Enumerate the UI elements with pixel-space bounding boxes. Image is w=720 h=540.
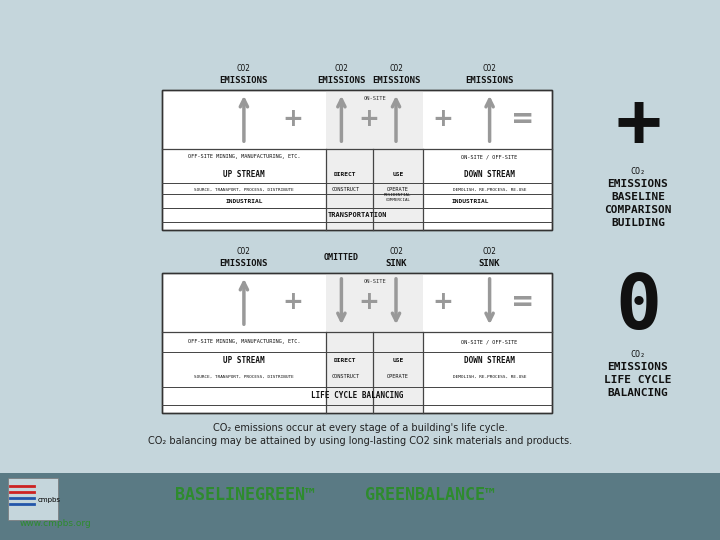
Text: CO₂: CO₂ [631, 167, 646, 176]
Text: OFF-SITE MINING, MANUFACTURING, ETC.: OFF-SITE MINING, MANUFACTURING, ETC. [188, 339, 300, 344]
Bar [162, 90, 552, 230]
Bar [325, 273, 423, 413]
Text: SINK: SINK [479, 259, 500, 268]
Text: DIRECT: DIRECT [334, 357, 356, 363]
Text: +: + [433, 291, 453, 314]
Text: CO2: CO2 [389, 64, 403, 73]
Text: CO2: CO2 [237, 247, 251, 256]
Text: +: + [282, 107, 303, 131]
Text: DEMOLISH, RE-PROCESS, RE-USE: DEMOLISH, RE-PROCESS, RE-USE [453, 187, 526, 191]
Text: BASELINE: BASELINE [611, 192, 665, 202]
Text: DOWN STREAM: DOWN STREAM [464, 356, 515, 364]
Text: GREENBALANCE™: GREENBALANCE™ [365, 486, 495, 504]
Text: EMISSIONS: EMISSIONS [608, 179, 668, 189]
Text: BALANCING: BALANCING [608, 388, 668, 398]
Text: BUILDING: BUILDING [611, 218, 665, 228]
Text: USE: USE [392, 357, 404, 363]
Text: DEMOLISH, RE-PROCESS, RE-USE: DEMOLISH, RE-PROCESS, RE-USE [453, 374, 526, 379]
Text: +: + [359, 291, 379, 314]
Text: CONSTRUCT: CONSTRUCT [331, 187, 359, 192]
Text: CO2: CO2 [389, 247, 403, 256]
Text: CO₂ balancing may be attained by using long-lasting CO2 sink materials and produ: CO₂ balancing may be attained by using l… [148, 436, 572, 446]
Text: USE: USE [392, 172, 404, 177]
Text: RESIDENTIAL
COMMERCIAL: RESIDENTIAL COMMERCIAL [384, 193, 412, 202]
Text: cmpbs: cmpbs [38, 497, 61, 503]
Text: 0: 0 [615, 271, 661, 345]
Text: CONSTRUCT: CONSTRUCT [331, 374, 359, 379]
Bar [162, 273, 552, 413]
Text: CO2: CO2 [482, 247, 497, 256]
Text: EMISSIONS: EMISSIONS [220, 76, 268, 85]
Text: DOWN STREAM: DOWN STREAM [464, 170, 515, 179]
Bar [8, 478, 58, 520]
Text: CO₂: CO₂ [631, 350, 646, 359]
Text: ON-SITE: ON-SITE [363, 96, 386, 102]
Text: OPERATE: OPERATE [387, 187, 409, 192]
Text: CO₂ emissions occur at every stage of a building's life cycle.: CO₂ emissions occur at every stage of a … [212, 423, 508, 433]
Text: EMISSIONS: EMISSIONS [318, 76, 366, 85]
Text: BASELINEGREEN™: BASELINEGREEN™ [175, 486, 315, 504]
Text: INDUSTRIAL: INDUSTRIAL [451, 199, 489, 204]
Text: UP STREAM: UP STREAM [223, 356, 265, 364]
Bar [162, 90, 552, 230]
Text: OMITTED: OMITTED [324, 253, 359, 262]
Text: ON-SITE / OFF-SITE: ON-SITE / OFF-SITE [462, 339, 518, 344]
Text: +: + [433, 107, 453, 131]
Text: +: + [615, 88, 661, 162]
Text: INDUSTRIAL: INDUSTRIAL [225, 199, 263, 204]
Text: www.cmpbs.org: www.cmpbs.org [19, 518, 91, 528]
Text: SOURCE, TRANSPORT, PROCESS, DISTRIBUTE: SOURCE, TRANSPORT, PROCESS, DISTRIBUTE [194, 187, 294, 191]
Text: +: + [359, 107, 379, 131]
Text: CO2: CO2 [335, 64, 348, 73]
Text: LIFE CYCLE BALANCING: LIFE CYCLE BALANCING [311, 390, 403, 400]
Text: =: = [511, 105, 534, 133]
Text: DIRECT: DIRECT [334, 172, 356, 177]
Text: OPERATE: OPERATE [387, 374, 409, 379]
Bar [162, 273, 552, 413]
Bar [0, 473, 720, 540]
Text: CO2: CO2 [237, 64, 251, 73]
Text: UP STREAM: UP STREAM [223, 170, 265, 179]
Text: =: = [511, 288, 534, 316]
Text: +: + [282, 291, 303, 314]
Text: EMISSIONS: EMISSIONS [220, 259, 268, 268]
Text: TRANSPORTATION: TRANSPORTATION [328, 212, 387, 218]
Text: EMISSIONS: EMISSIONS [608, 362, 668, 372]
Text: OFF-SITE MINING, MANUFACTURING, ETC.: OFF-SITE MINING, MANUFACTURING, ETC. [188, 154, 300, 159]
Text: SOURCE, TRANSPORT, PROCESS, DISTRIBUTE: SOURCE, TRANSPORT, PROCESS, DISTRIBUTE [194, 374, 294, 379]
Text: ON-SITE / OFF-SITE: ON-SITE / OFF-SITE [462, 154, 518, 159]
Text: EMISSIONS: EMISSIONS [372, 76, 420, 85]
Text: EMISSIONS: EMISSIONS [465, 76, 514, 85]
Bar [325, 90, 423, 230]
Text: ON-SITE: ON-SITE [363, 279, 386, 285]
Text: SINK: SINK [385, 259, 407, 268]
Text: COMPARISON: COMPARISON [604, 205, 672, 215]
Text: LIFE CYCLE: LIFE CYCLE [604, 375, 672, 385]
Text: CO2: CO2 [482, 64, 497, 73]
